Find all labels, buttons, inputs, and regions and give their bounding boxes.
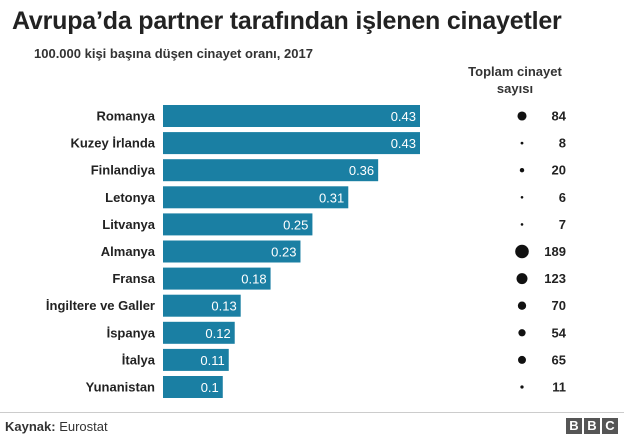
count-label: 11 xyxy=(552,380,566,395)
bar xyxy=(163,186,349,209)
count-header-line-2: sayısı xyxy=(496,81,534,96)
bbc-logo-letter: B xyxy=(566,418,582,434)
bar-value-label: 0.18 xyxy=(241,272,266,287)
category-label: Fransa xyxy=(112,271,155,286)
bar-value-label: 0.1 xyxy=(201,380,219,395)
source-label: Kaynak: xyxy=(5,419,56,434)
bar xyxy=(163,348,229,371)
category-label: İtalya xyxy=(122,352,156,367)
category-label: Litvanya xyxy=(102,217,156,232)
bar xyxy=(163,240,301,263)
count-column-header: Toplam cinayet sayısı xyxy=(455,63,575,97)
bar-value-label: 0.23 xyxy=(271,245,296,260)
category-label: İspanya xyxy=(107,325,156,340)
count-label: 54 xyxy=(552,325,567,340)
bar xyxy=(163,376,223,398)
category-label: Letonya xyxy=(105,190,156,205)
count-label: 7 xyxy=(559,217,566,232)
bar xyxy=(163,213,313,236)
bar xyxy=(163,321,235,344)
bar-value-label: 0.31 xyxy=(319,190,344,205)
count-label: 70 xyxy=(552,298,566,313)
source-value: Eurostat xyxy=(59,419,108,434)
count-dot xyxy=(515,244,529,259)
bbc-logo-letter: B xyxy=(584,418,600,434)
chart-title: Avrupa’da partner tarafından işlenen cin… xyxy=(12,7,562,35)
bar xyxy=(163,105,420,127)
bbc-logo: B B C xyxy=(566,418,618,434)
bar-value-label: 0.25 xyxy=(283,217,308,232)
count-dot xyxy=(519,167,525,173)
count-label: 123 xyxy=(544,271,566,286)
count-header-line-1: Toplam cinayet xyxy=(468,64,562,79)
bbc-logo-letter: C xyxy=(602,418,618,434)
count-dot xyxy=(520,196,524,199)
count-dot xyxy=(518,329,526,337)
count-label: 20 xyxy=(552,163,566,178)
bar xyxy=(163,132,420,155)
bar-value-label: 0.36 xyxy=(349,163,374,178)
category-label: İngiltere ve Galler xyxy=(46,298,155,313)
count-dot xyxy=(516,273,528,285)
count-dot xyxy=(518,355,526,364)
count-label: 84 xyxy=(552,109,567,124)
category-label: Romanya xyxy=(96,109,155,124)
count-dot xyxy=(517,301,527,310)
bar xyxy=(163,267,271,290)
footer-divider xyxy=(0,412,624,413)
bar-value-label: 0.13 xyxy=(211,299,236,314)
bar-value-label: 0.43 xyxy=(391,109,416,124)
count-dot xyxy=(520,223,524,226)
chart-subtitle: 100.000 kişi başına düşen cinayet oranı,… xyxy=(34,46,313,61)
count-label: 189 xyxy=(544,244,566,259)
count-dot xyxy=(520,141,524,145)
count-dot xyxy=(517,111,527,121)
count-label: 65 xyxy=(552,352,566,367)
category-label: Yunanistan xyxy=(86,380,155,395)
category-label: Finlandiya xyxy=(91,163,156,178)
count-dot xyxy=(520,385,524,389)
source-note: Kaynak: Eurostat xyxy=(5,419,108,434)
category-label: Kuzey İrlanda xyxy=(70,136,155,151)
bar-value-label: 0.11 xyxy=(200,353,224,368)
bar-value-label: 0.43 xyxy=(391,136,416,151)
category-label: Almanya xyxy=(101,244,156,259)
count-label: 6 xyxy=(559,190,566,205)
bar xyxy=(163,159,379,182)
bar-value-label: 0.12 xyxy=(205,326,230,341)
count-label: 8 xyxy=(559,136,566,151)
bar xyxy=(163,294,241,317)
